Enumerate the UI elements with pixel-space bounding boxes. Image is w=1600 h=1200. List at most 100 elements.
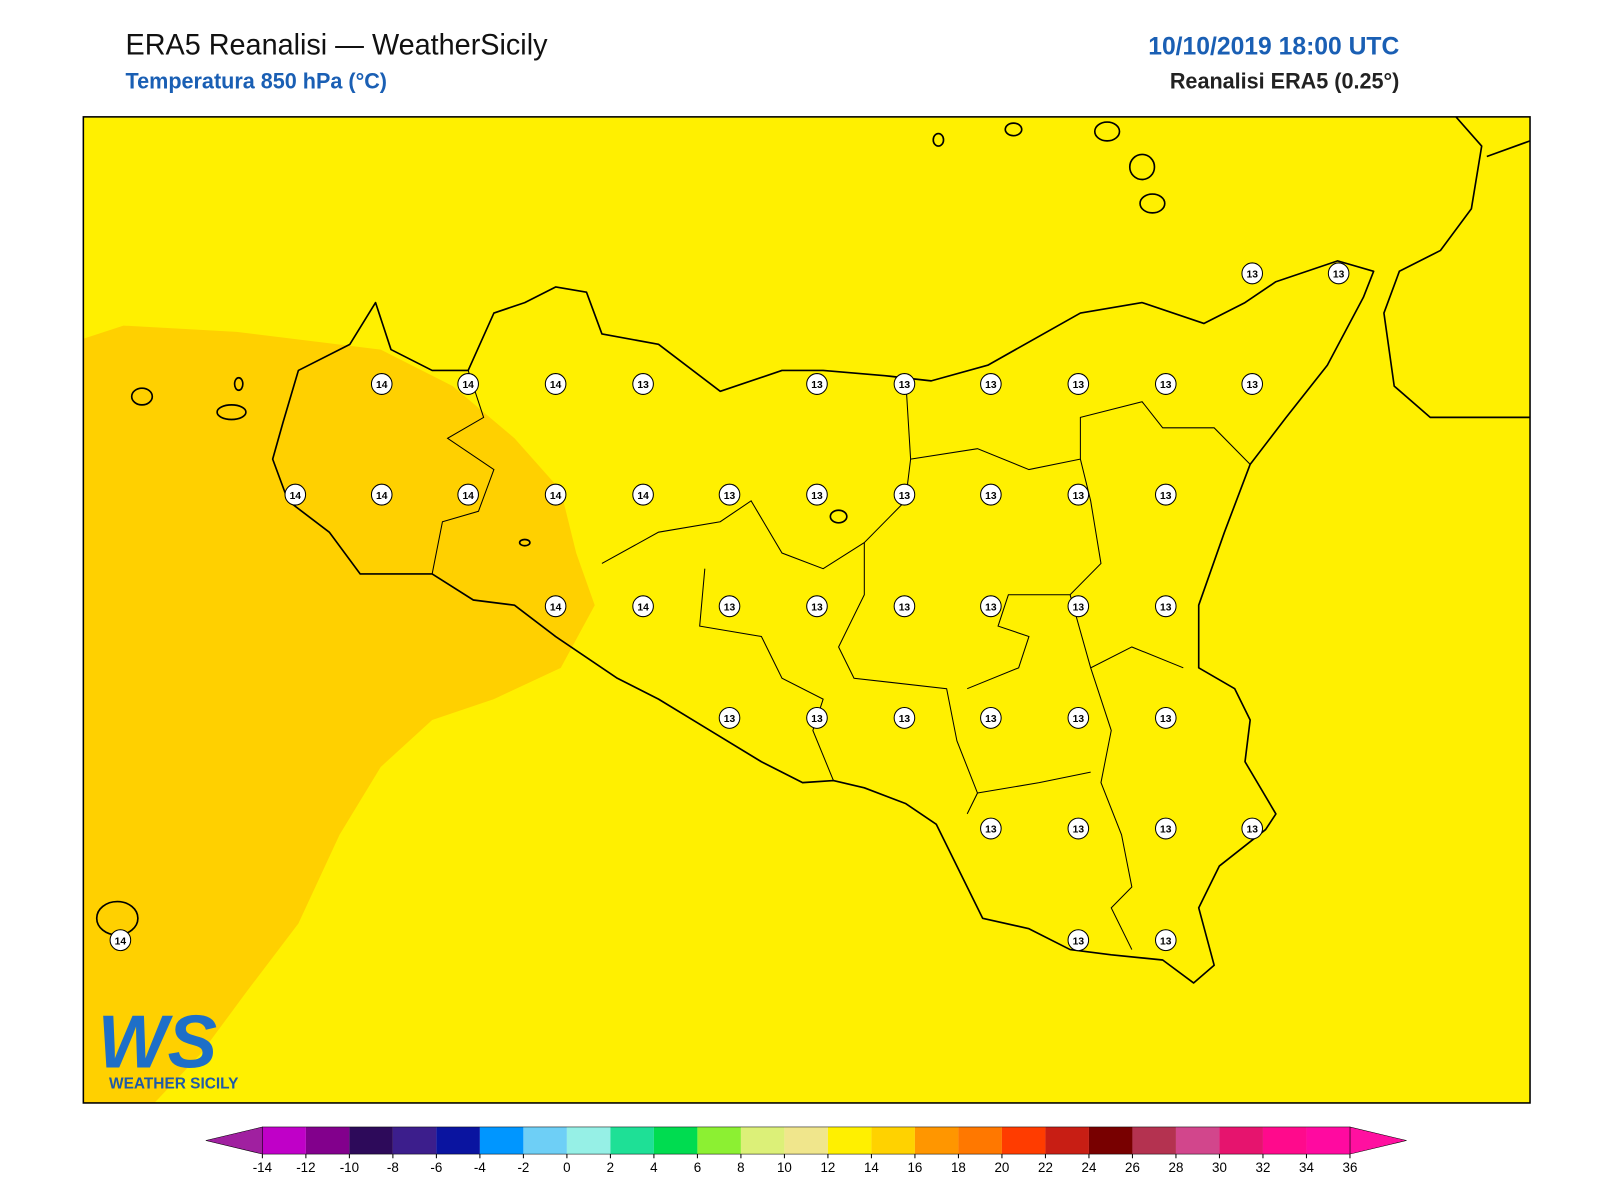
station-value: 14: [637, 491, 649, 502]
station-value: 14: [550, 602, 562, 613]
colorbar-tick-label: 34: [1299, 1160, 1314, 1175]
station-marker: [1154, 817, 1177, 840]
station-value: 13: [724, 491, 736, 502]
station-marker: [1241, 262, 1264, 285]
station-marker: [893, 373, 916, 395]
station-value: 14: [115, 936, 127, 947]
station-marker: [1241, 817, 1264, 840]
station-marker: [632, 483, 654, 506]
colorbar-box: [566, 1126, 611, 1155]
field-warm: [83, 325, 595, 1103]
station-marker: [544, 595, 567, 618]
colorbar-tick-label: 14: [864, 1160, 879, 1175]
colorbar-box: [479, 1126, 524, 1155]
station-value: 14: [376, 380, 388, 391]
station-marker: [980, 483, 1002, 506]
station-marker: [109, 929, 132, 952]
station-value: 13: [1333, 270, 1345, 281]
colorbar-box: [1219, 1126, 1263, 1155]
station-marker: [893, 595, 916, 618]
station-value: 13: [1160, 602, 1172, 613]
station-marker: [1067, 483, 1090, 506]
station-marker: [980, 373, 1002, 395]
station-marker: [1154, 595, 1177, 618]
station-value: 13: [637, 380, 649, 391]
station-marker: [1154, 706, 1177, 729]
colorbar-tick-label: 2: [607, 1160, 614, 1175]
colorbar-box: [1088, 1126, 1133, 1155]
colorbar-box: [1132, 1126, 1176, 1155]
colorbar-box: [1001, 1126, 1046, 1155]
station-marker: [1241, 373, 1264, 395]
station-value: 13: [1246, 380, 1258, 391]
station-value: 13: [1073, 380, 1085, 391]
station-marker: [806, 483, 828, 506]
station-value: 13: [1160, 491, 1172, 502]
colorbar-box: [697, 1126, 741, 1155]
sicily-coast: [271, 260, 1375, 984]
colorbar-tick-label: 28: [1169, 1160, 1184, 1175]
station-marker: [718, 706, 741, 729]
station-value: 14: [290, 491, 302, 502]
station-value: 13: [985, 491, 997, 502]
station-value: 13: [899, 714, 911, 725]
title: ERA5 Reanalisi — WeatherSicily: [126, 29, 548, 61]
colorbar-box: [653, 1126, 698, 1155]
station-value: 13: [724, 714, 736, 725]
logo-mark: WS: [98, 999, 217, 1084]
colorbar-box: [523, 1126, 567, 1155]
logo: WS WEATHER SICILY: [98, 999, 239, 1092]
station-value: 13: [899, 602, 911, 613]
colorbar-tick-label: 10: [777, 1160, 792, 1175]
station-marker: [370, 373, 393, 395]
station-value: 13: [985, 825, 997, 836]
station-marker: [1067, 373, 1090, 395]
colorbar-tick-label: -12: [296, 1160, 315, 1175]
colorbar-box: [305, 1126, 350, 1155]
colorbar-tick-label: 0: [563, 1160, 570, 1175]
colorbar-box: [914, 1126, 959, 1155]
station-value: 13: [724, 602, 736, 613]
colorbar-box: [784, 1126, 828, 1155]
station-value: 13: [1073, 825, 1085, 836]
colorbar-tick-label: 32: [1256, 1160, 1271, 1175]
station-marker: [806, 706, 828, 729]
colorbar-over: [1349, 1126, 1407, 1155]
station-value: 13: [899, 380, 911, 391]
subtitle: Temperatura 850 hPa (°C): [126, 69, 387, 94]
colorbar-box: [262, 1126, 306, 1155]
station-value: 13: [1246, 825, 1258, 836]
colorbar-box: [1175, 1126, 1220, 1155]
station-marker: [1067, 817, 1090, 840]
station-marker: [457, 373, 479, 395]
colorbar-tick-label: 8: [737, 1160, 744, 1175]
colorbar-tick-label: 16: [907, 1160, 922, 1175]
station-value: 13: [1073, 936, 1085, 947]
station-value: 13: [811, 602, 823, 613]
station-value: 13: [1073, 602, 1085, 613]
colorbar-tick-label: 4: [650, 1160, 658, 1175]
colorbar-under: [205, 1126, 263, 1155]
colorbar-box: [392, 1126, 437, 1155]
map-frame: [82, 116, 1531, 1104]
colorbar-tick-label: 6: [694, 1160, 701, 1175]
colorbar-tick-label: 20: [995, 1160, 1010, 1175]
station-marker: [980, 595, 1002, 618]
station-value: 13: [1246, 270, 1258, 281]
mainland-coast: [1383, 116, 1531, 419]
source: Reanalisi ERA5 (0.25°): [1170, 69, 1400, 94]
station-value: 13: [1160, 936, 1172, 947]
station-value: 13: [811, 491, 823, 502]
colorbar-tick-label: -4: [474, 1160, 486, 1175]
colorbar-box: [827, 1126, 872, 1155]
station-marker: [806, 595, 828, 618]
station-marker: [544, 483, 567, 506]
station-marker: [632, 373, 654, 395]
colorbar-box: [610, 1126, 654, 1155]
colorbar-tick-label: 36: [1343, 1160, 1358, 1175]
station-value: 14: [462, 380, 474, 391]
colorbar-box: [871, 1126, 915, 1155]
colorbar-tick-label: 22: [1038, 1160, 1053, 1175]
station-value: 14: [550, 491, 562, 502]
station-value: 13: [985, 380, 997, 391]
